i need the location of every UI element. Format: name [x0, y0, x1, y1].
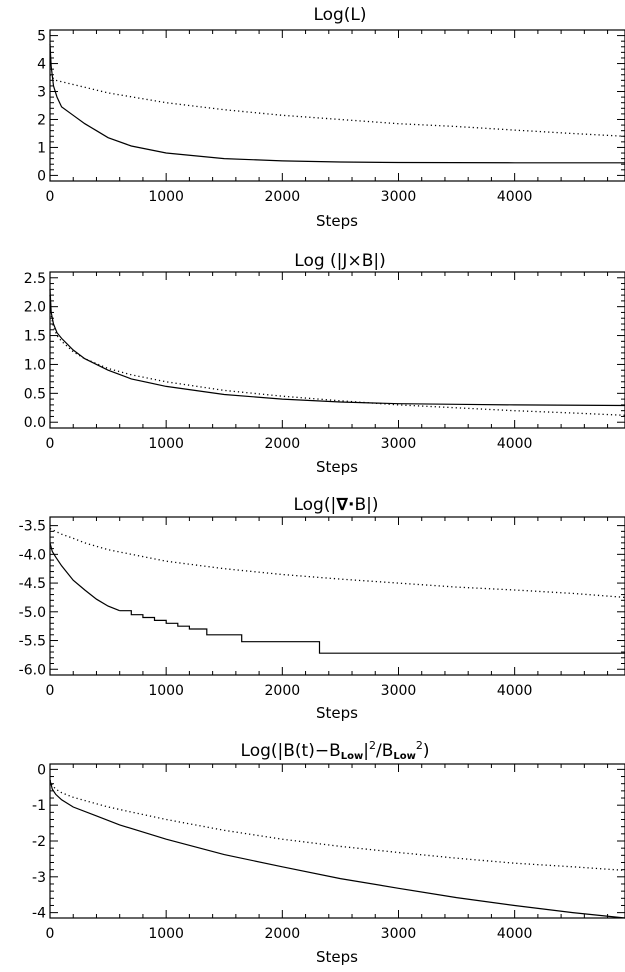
y-tick-label: 1.0 — [24, 357, 46, 373]
solid-series-line — [49, 289, 625, 407]
x-tick-label: 0 — [46, 189, 55, 205]
x-tick-label: 2000 — [265, 683, 301, 699]
x-tick-label: 4000 — [497, 189, 533, 205]
panel-title: Log(|∇·B|) — [293, 495, 378, 515]
y-tick-label: -5.0 — [19, 605, 46, 621]
title-part: Log(| — [293, 495, 336, 515]
x-tick-label: 3000 — [381, 926, 417, 942]
y-tick-label: -5.5 — [19, 634, 46, 650]
dotted-series-line — [49, 295, 625, 416]
panel-title: Log (|J×B|) — [294, 251, 385, 271]
title-part: | — [363, 741, 369, 761]
plot-frame — [49, 763, 625, 919]
panel-title: Log(L) — [313, 5, 366, 25]
title-part: B|) — [362, 251, 386, 271]
y-tick-label: 2.0 — [24, 300, 46, 316]
panel-title: Log(|B(t)−BLow|2/BLow2) — [241, 739, 430, 762]
x-tick-label: 2000 — [265, 436, 301, 452]
title-part: × — [347, 251, 361, 271]
y-tick-label: 0 — [37, 762, 46, 778]
x-axis-label: Steps — [316, 212, 358, 230]
panel-log-jxb: Log (|J×B|) 0 1000 2000 3000 4000 0.0 0.5 1.0 1.… — [24, 251, 625, 476]
x-tick-label: 0 — [46, 683, 55, 699]
x-tick-label: 4000 — [497, 926, 533, 942]
title-subscript: Low — [393, 751, 415, 762]
y-tick-label: 2 — [37, 112, 46, 128]
y-tick-label: 0.0 — [24, 415, 46, 431]
panel-log-l: Log(L) 0 1000 2000 3000 4000 0 1 2 3 4 5 Steps — [37, 5, 625, 230]
chart-marks: 0 1000 2000 3000 4000 0 1 2 3 4 5 — [37, 29, 625, 205]
x-tick-label: 0 — [46, 926, 55, 942]
title-part: Log (|J — [294, 251, 347, 271]
chart-marks: 0 1000 2000 3000 4000 -6.0 -5.5 -5.0 -4.5 -4.0 -3.… — [19, 517, 625, 699]
dotted-series-line — [49, 527, 625, 599]
y-tick-label: 1 — [37, 140, 46, 156]
x-axis-label: Steps — [316, 948, 358, 966]
x-tick-label: 0 — [46, 436, 55, 452]
y-tick-label: -6.0 — [19, 662, 46, 678]
x-tick-label: 4000 — [497, 683, 533, 699]
title-part: ) — [423, 741, 430, 761]
panel-log-residual: Log(|B(t)−BLow|2/BLow2) 0 1000 2000 3000 400… — [32, 739, 625, 966]
x-tick-label: 3000 — [381, 189, 417, 205]
y-tick-label: -3.5 — [19, 519, 46, 535]
y-tick-label: 0.5 — [24, 386, 46, 402]
title-subscript: Low — [341, 751, 363, 762]
y-tick-label: -2 — [32, 834, 46, 850]
title-part: /B — [376, 741, 393, 761]
solid-series-line — [49, 779, 625, 919]
x-tick-label: 3000 — [381, 436, 417, 452]
title-part: B|) — [355, 495, 379, 515]
panel-log-divb: Log(|∇·B|) 0 1000 2000 3000 4000 -6.0 -5.5 -5.0… — [19, 495, 625, 722]
solid-series-line — [119, 610, 625, 654]
y-tick-label: 0 — [37, 168, 46, 184]
x-tick-label: 1000 — [148, 683, 184, 699]
plot-frame — [49, 516, 625, 676]
y-tick-label: -4 — [32, 906, 46, 922]
x-tick-label: 1000 — [148, 189, 184, 205]
plot-frame — [49, 29, 625, 182]
y-tick-label: -1 — [32, 798, 46, 814]
chart-marks: 0 1000 2000 3000 4000 -4 -3 -2 -1 0 — [32, 762, 625, 942]
y-tick-label: 2.5 — [24, 271, 46, 287]
y-tick-label: -3 — [32, 870, 46, 886]
y-tick-label: 4 — [37, 57, 46, 73]
title-part: · — [348, 495, 354, 515]
title-superscript: 2 — [416, 739, 423, 752]
x-tick-label: 2000 — [265, 189, 301, 205]
x-axis-label: Steps — [316, 458, 358, 476]
y-tick-label: 1.5 — [24, 329, 46, 345]
title-part: Log(|B(t)−B — [241, 741, 341, 761]
x-tick-label: 3000 — [381, 683, 417, 699]
y-tick-label: -4.5 — [19, 576, 46, 592]
y-tick-label: 5 — [37, 29, 46, 45]
plot-frame — [49, 271, 625, 429]
y-tick-label: -4.0 — [19, 547, 46, 563]
title-superscript: 2 — [369, 739, 376, 752]
x-axis-label: Steps — [316, 704, 358, 722]
solid-series-line — [49, 542, 120, 612]
solid-series-line — [49, 43, 625, 164]
title-part: ∇ — [336, 495, 348, 515]
x-tick-label: 2000 — [265, 926, 301, 942]
y-tick-label: 3 — [37, 85, 46, 101]
x-tick-label: 1000 — [148, 926, 184, 942]
dotted-series-line — [49, 779, 625, 872]
x-tick-label: 4000 — [497, 436, 533, 452]
chart-marks: 0 1000 2000 3000 4000 0.0 0.5 1.0 1.5 2.0 2.5 — [24, 271, 625, 452]
x-tick-label: 1000 — [148, 436, 184, 452]
dotted-series-line — [49, 74, 625, 137]
